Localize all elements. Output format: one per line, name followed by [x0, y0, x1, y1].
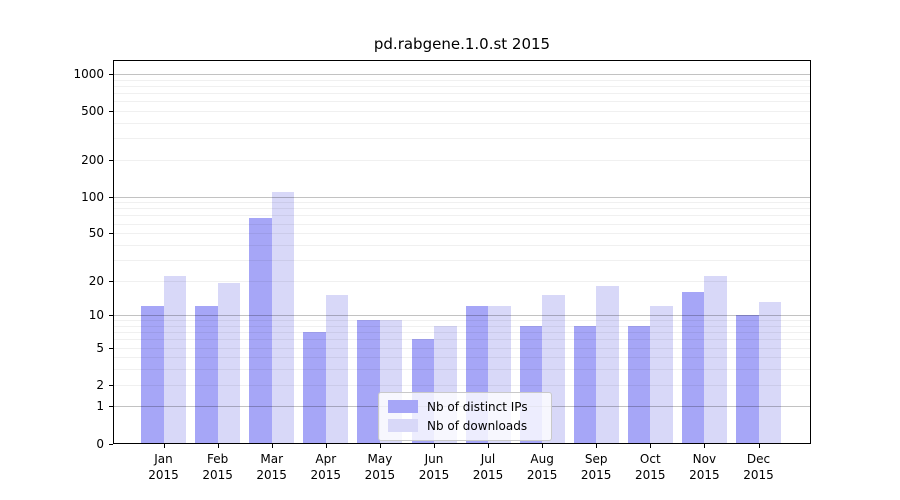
- gridline-minor-80: [114, 208, 810, 210]
- gridline-minor-9: [114, 320, 810, 322]
- x-tick-label-feb: Feb 2015: [202, 452, 233, 482]
- bar-ips-nov: [681, 291, 705, 444]
- bar-ips-oct: [627, 325, 651, 444]
- y-tick-label-0: 0: [96, 436, 104, 451]
- x-tick-aug: [542, 444, 544, 448]
- gridline-minor-900: [114, 79, 810, 81]
- y-tick-1: [109, 406, 113, 408]
- y-tick-label-50: 50: [88, 226, 104, 241]
- bar-ips-feb: [195, 306, 218, 444]
- gridline-minor-5: [114, 347, 810, 349]
- legend-swatch-downloads: [388, 419, 418, 432]
- x-tick-may: [379, 444, 381, 448]
- gridline-minor-600: [114, 101, 810, 103]
- gridline-minor-20: [114, 280, 810, 282]
- x-tick-label-sep: Sep 2015: [580, 452, 612, 482]
- bar-downloads-mar: [271, 191, 295, 444]
- gridline-minor-40: [114, 244, 810, 246]
- y-tick-50: [109, 233, 113, 235]
- y-tick-200: [109, 159, 113, 161]
- bar-ips-dec: [736, 315, 759, 444]
- gridline-minor-90: [114, 202, 810, 204]
- bar-ips-may: [357, 320, 380, 444]
- y-tick-20: [109, 280, 113, 282]
- bar-downloads-sep: [596, 286, 619, 444]
- bar-downloads-feb: [217, 283, 241, 444]
- bar-downloads-nov: [704, 275, 727, 444]
- y-tick-label-5: 5: [96, 340, 104, 355]
- y-tick-label-2: 2: [96, 377, 104, 392]
- x-tick-apr: [325, 444, 327, 448]
- x-tick-label-apr: Apr 2015: [310, 452, 342, 482]
- y-tick-5: [109, 347, 113, 349]
- y-tick-100: [109, 196, 113, 198]
- legend-item-distinct-ips: Nb of distinct IPs: [379, 397, 551, 416]
- x-tick-label-mar: Mar 2015: [256, 452, 287, 482]
- x-tick-jan: [163, 444, 165, 448]
- y-tick-label-200: 200: [81, 152, 104, 167]
- x-tick-label-oct: Oct 2015: [635, 452, 666, 482]
- gridline-minor-70: [114, 215, 810, 217]
- bar-downloads-jan: [163, 275, 186, 444]
- gridline-minor-30: [114, 259, 810, 261]
- gridline-minor-6: [114, 339, 810, 341]
- x-tick-dec: [758, 444, 760, 448]
- chart-title: pd.rabgene.1.0.st 2015: [373, 35, 551, 53]
- x-tick-feb: [217, 444, 219, 448]
- x-tick-label-jul: Jul 2015: [472, 452, 504, 482]
- x-tick-label-jun: Jun 2015: [418, 452, 450, 482]
- gridline-minor-4: [114, 357, 810, 359]
- gridline-minor-8: [114, 325, 810, 327]
- y-tick-2: [109, 384, 113, 386]
- x-tick-label-nov: Nov 2015: [689, 452, 720, 482]
- x-tick-nov: [704, 444, 706, 448]
- gridline-minor-2: [114, 384, 810, 386]
- gridline-minor-300: [114, 138, 810, 140]
- y-tick-label-10: 10: [88, 308, 104, 323]
- legend-label-downloads: Nb of downloads: [427, 418, 528, 433]
- x-tick-mar: [271, 444, 273, 448]
- bar-ips-apr: [303, 332, 326, 444]
- x-tick-oct: [650, 444, 652, 448]
- gridline-minor-500: [114, 110, 810, 112]
- bar-downloads-apr: [325, 295, 349, 444]
- x-tick-jul: [488, 444, 489, 448]
- bar-ips-jan: [141, 306, 164, 444]
- legend-label-distinct-ips: Nb of distinct IPs: [427, 399, 528, 414]
- gridline-1000: [114, 73, 810, 75]
- bar-ips-mar: [249, 217, 272, 444]
- x-tick-label-jan: Jan 2015: [148, 452, 179, 482]
- bar-ips-sep: [573, 325, 597, 444]
- y-tick-label-500: 500: [81, 103, 104, 118]
- gridline-10: [114, 315, 810, 317]
- gridline-minor-3: [114, 369, 810, 371]
- gridline-minor-200: [114, 159, 810, 161]
- gridline-100: [114, 196, 810, 198]
- legend-swatch-distinct-ips: [388, 400, 418, 413]
- x-tick-jun: [434, 444, 435, 448]
- y-tick-label-1: 1: [96, 399, 104, 414]
- y-tick-0: [109, 443, 113, 445]
- gridline-minor-400: [114, 122, 810, 124]
- gridline-minor-60: [114, 223, 810, 225]
- gridline-minor-800: [114, 85, 810, 87]
- y-tick-label-20: 20: [88, 273, 104, 288]
- bar-downloads-oct: [650, 306, 673, 444]
- gridline-minor-700: [114, 92, 810, 94]
- y-tick-500: [109, 110, 113, 112]
- x-tick-label-may: May 2015: [364, 452, 396, 482]
- gridline-minor-7: [114, 332, 810, 334]
- x-tick-sep: [596, 444, 598, 448]
- legend: Nb of distinct IPs Nb of downloads: [378, 392, 552, 441]
- gridline-minor-50: [114, 233, 810, 235]
- x-tick-label-aug: Aug 2015: [526, 452, 558, 482]
- y-tick-10: [109, 315, 113, 317]
- y-tick-label-1000: 1000: [73, 66, 104, 81]
- bar-downloads-dec: [758, 302, 781, 444]
- legend-item-downloads: Nb of downloads: [379, 416, 551, 435]
- y-tick-label-100: 100: [81, 189, 104, 204]
- y-tick-1000: [109, 73, 113, 75]
- x-tick-label-dec: Dec 2015: [743, 452, 774, 482]
